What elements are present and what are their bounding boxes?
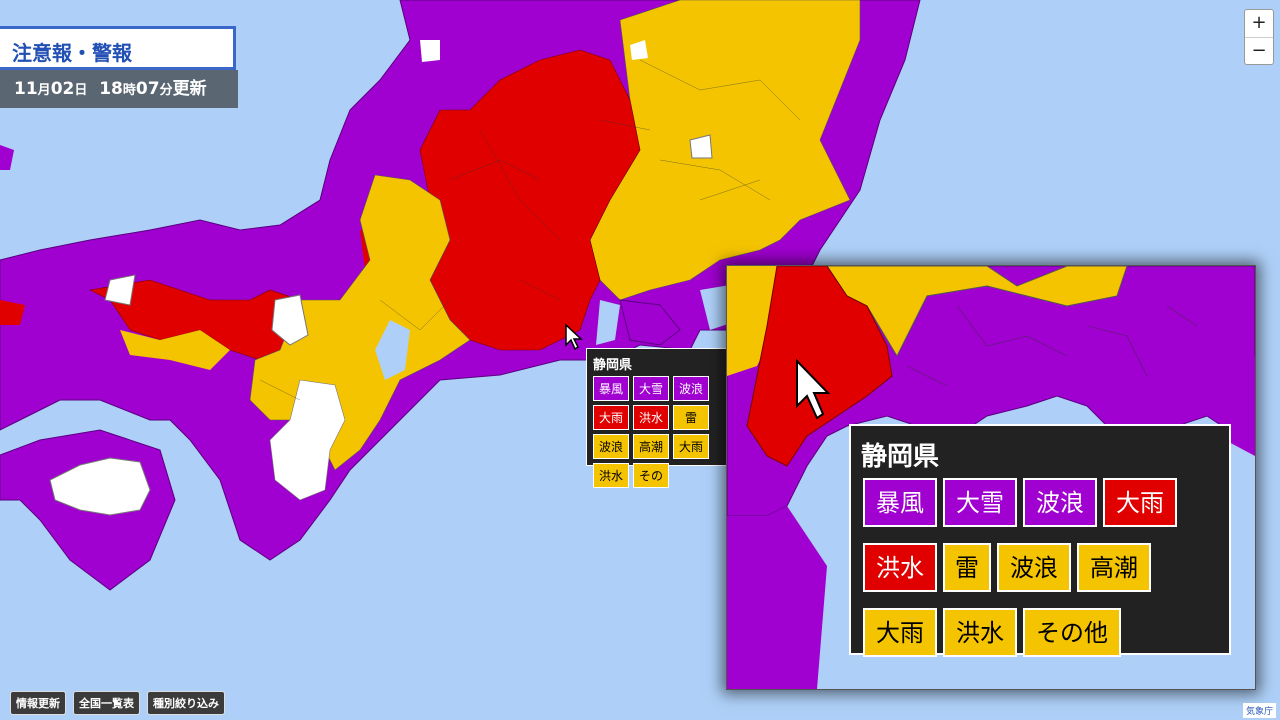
- national-list-button[interactable]: 全国一覧表: [73, 691, 140, 715]
- zoom-out-button[interactable]: −: [1251, 40, 1267, 61]
- warning-tag: 暴風: [593, 376, 629, 401]
- warning-tag: その他: [633, 463, 669, 488]
- magnifier-panel: 静岡県 暴風 大雪 波浪 大雨 洪水雷波浪 高潮 大雨 洪水 その他: [726, 265, 1256, 690]
- warning-tag: 雷: [943, 543, 991, 592]
- hour-unit: 時: [122, 83, 136, 98]
- warning-tag: 高潮: [1077, 543, 1151, 592]
- cursor-icon-large: [796, 358, 831, 420]
- region-red-chubu: [419, 49, 641, 351]
- bottom-toolbar: 情報更新 全国一覧表 種別絞り込み: [10, 691, 225, 715]
- warning-tag: 洪水: [633, 405, 669, 430]
- warning-tag: その他: [1023, 608, 1121, 657]
- mag-region-red: [746, 266, 893, 467]
- popup-tags-large: 暴風 大雪 波浪 大雨 洪水雷波浪 高潮 大雨 洪水 その他: [863, 478, 1223, 665]
- warning-tag: 大雨: [593, 405, 629, 430]
- warning-tag: 洪水: [943, 608, 1017, 657]
- warning-tag: 大雨: [1103, 478, 1177, 527]
- update-time: 11月02日 18時07分更新: [0, 70, 238, 108]
- warning-tag: 波浪: [673, 376, 709, 401]
- warning-tag: 暴風: [863, 478, 937, 527]
- month-unit: 月: [37, 83, 51, 98]
- mag-region-yellow: [826, 266, 1128, 358]
- region-purple-island: [0, 145, 14, 170]
- warning-tag: 洪水: [863, 543, 937, 592]
- warning-tag: 大雪: [943, 478, 1017, 527]
- month: 11: [14, 79, 38, 99]
- popup-title-large: 静岡県: [861, 442, 940, 472]
- region-yellow-west: [120, 330, 230, 370]
- warning-tag: 雷: [673, 405, 709, 430]
- warning-tag: 波浪: [1023, 478, 1097, 527]
- warning-tag: 波浪: [997, 543, 1071, 592]
- region-white-north: [104, 134, 713, 346]
- warning-tag: 大雨: [863, 608, 937, 657]
- popup-title-small: 静岡県: [593, 358, 633, 373]
- warning-tag: 大雨: [673, 434, 709, 459]
- sea-bays: [375, 285, 740, 380]
- mag-purple-lower: [727, 506, 827, 689]
- warning-tag: 洪水: [593, 463, 629, 488]
- zoom-in-button[interactable]: +: [1245, 10, 1273, 38]
- refresh-button[interactable]: 情報更新: [10, 691, 66, 715]
- cursor-icon: [565, 323, 583, 351]
- region-purple-izu: [619, 299, 681, 346]
- minute: 07: [135, 79, 160, 99]
- day: 02: [50, 79, 75, 99]
- mag-district-borders: [906, 305, 1198, 387]
- warning-tag: 波浪: [593, 434, 629, 459]
- region-white-kinki: [269, 379, 346, 501]
- warning-tag: 高潮: [633, 434, 669, 459]
- prefecture-popup-large: 静岡県 暴風 大雪 波浪 大雨 洪水雷波浪 高潮 大雨 洪水 その他: [849, 424, 1231, 657]
- zoom-control: + −: [1244, 9, 1274, 65]
- hour: 18: [99, 79, 123, 99]
- title-panel: 注意報・警報: [0, 26, 236, 70]
- attribution: 気象庁: [1242, 703, 1276, 718]
- mag-region-purple-right: [1207, 356, 1255, 456]
- warning-tag: 大雪: [633, 376, 669, 401]
- district-borders: [259, 59, 801, 401]
- region-white-shikoku: [49, 457, 151, 516]
- page-title: 注意報・警報: [12, 41, 132, 65]
- day-unit: 日: [74, 83, 88, 98]
- minute-unit: 分: [159, 83, 173, 98]
- update-label: 更新: [172, 79, 207, 99]
- filter-type-button[interactable]: 種別絞り込み: [147, 691, 225, 715]
